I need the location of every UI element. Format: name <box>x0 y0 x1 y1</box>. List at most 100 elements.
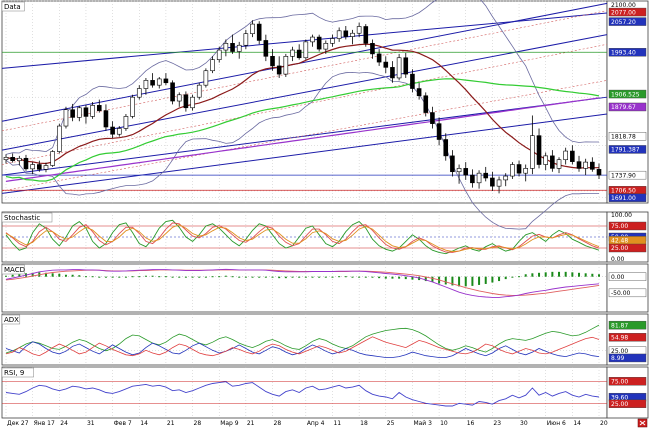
candlestick[interactable] <box>190 94 195 111</box>
candlestick[interactable] <box>43 162 49 173</box>
candlestick[interactable] <box>456 164 462 184</box>
candlestick[interactable] <box>496 176 502 194</box>
candlestick[interactable] <box>103 104 109 131</box>
pane-title-box[interactable] <box>1 314 21 325</box>
pane-title-box[interactable] <box>1 1 25 12</box>
candlestick[interactable] <box>136 85 142 100</box>
candlestick[interactable] <box>543 152 548 171</box>
trend-channel-dotted[interactable] <box>1 43 608 165</box>
candlestick[interactable] <box>436 117 442 146</box>
candlestick[interactable] <box>183 91 189 112</box>
candlestick[interactable] <box>203 68 209 88</box>
candlestick[interactable] <box>396 53 402 81</box>
candlestick[interactable] <box>276 56 282 78</box>
candlestick[interactable] <box>10 153 15 163</box>
candlestick[interactable] <box>343 26 349 40</box>
candlestick[interactable] <box>76 105 82 122</box>
trend-channel-line[interactable] <box>1 2 608 122</box>
candlestick[interactable] <box>296 44 302 60</box>
candlestick[interactable] <box>363 24 369 47</box>
candlestick[interactable] <box>450 150 455 177</box>
candlestick[interactable] <box>37 160 42 172</box>
trend-channel-line[interactable] <box>1 34 608 151</box>
candlestick[interactable] <box>123 114 129 131</box>
candlestick[interactable] <box>216 46 222 63</box>
pane-title-box[interactable] <box>1 367 34 378</box>
candlestick[interactable] <box>256 21 262 45</box>
candlestick[interactable] <box>563 147 568 165</box>
candlestick[interactable] <box>410 69 415 93</box>
candlestick[interactable] <box>83 104 89 124</box>
candlestick[interactable] <box>370 39 375 59</box>
candlestick[interactable] <box>90 102 95 119</box>
candlestick[interactable] <box>423 92 429 117</box>
pane-title-box[interactable] <box>1 264 25 275</box>
candlestick[interactable] <box>50 150 55 167</box>
candlestick[interactable] <box>17 155 22 166</box>
candlestick[interactable] <box>490 171 495 191</box>
pane-title-box[interactable] <box>1 212 53 223</box>
candlestick[interactable] <box>63 106 69 129</box>
candlestick[interactable] <box>376 49 382 66</box>
candlestick[interactable] <box>416 82 422 100</box>
candlestick[interactable] <box>443 133 449 161</box>
candlestick[interactable] <box>556 157 562 174</box>
candlestick[interactable] <box>96 99 102 113</box>
candlestick[interactable] <box>170 80 175 105</box>
candlestick[interactable] <box>176 92 182 107</box>
candlestick[interactable] <box>110 121 115 139</box>
candlestick[interactable] <box>476 170 482 189</box>
candlestick[interactable] <box>163 73 169 86</box>
candlestick[interactable] <box>316 34 322 52</box>
candlestick[interactable] <box>263 34 269 62</box>
candlestick[interactable] <box>3 154 9 164</box>
trend-channel-line[interactable] <box>1 12 608 69</box>
candlestick[interactable] <box>503 173 509 187</box>
candlestick[interactable] <box>516 160 522 177</box>
candlestick[interactable] <box>30 162 35 175</box>
candlestick[interactable] <box>330 34 335 47</box>
candlestick[interactable] <box>323 40 329 54</box>
candlestick[interactable] <box>310 34 315 47</box>
candlestick[interactable] <box>130 94 135 119</box>
candlestick[interactable] <box>483 166 489 182</box>
candlestick[interactable] <box>290 46 295 62</box>
candlestick[interactable] <box>57 123 62 154</box>
candlestick[interactable] <box>283 53 289 77</box>
candlestick[interactable] <box>223 39 229 57</box>
candlestick[interactable] <box>230 34 235 54</box>
candlestick[interactable] <box>596 163 602 179</box>
candlestick[interactable] <box>576 155 582 172</box>
candlestick[interactable] <box>536 128 542 169</box>
close-icon[interactable] <box>637 418 648 428</box>
candlestick[interactable] <box>463 162 469 180</box>
candlestick[interactable] <box>383 56 389 74</box>
candlestick[interactable] <box>116 126 122 137</box>
candlestick[interactable] <box>430 106 435 129</box>
candlestick[interactable] <box>210 56 215 74</box>
candlestick[interactable] <box>70 103 75 122</box>
trend-channel-line[interactable] <box>1 96 608 176</box>
candlestick[interactable] <box>250 20 255 38</box>
candlestick[interactable] <box>530 115 535 175</box>
candlestick[interactable] <box>236 41 242 59</box>
trend-channel-dotted[interactable] <box>1 80 608 192</box>
candlestick[interactable] <box>510 162 515 179</box>
candlestick[interactable] <box>590 157 595 172</box>
candlestick[interactable] <box>336 27 342 42</box>
candlestick[interactable] <box>523 164 529 182</box>
trend-channel-line[interactable] <box>1 113 608 194</box>
candlestick[interactable] <box>156 76 162 89</box>
candlestick[interactable] <box>583 158 588 176</box>
candlestick[interactable] <box>243 29 249 50</box>
candlestick[interactable] <box>196 82 202 100</box>
candlestick[interactable] <box>143 77 149 95</box>
candlestick[interactable] <box>23 154 29 171</box>
candlestick[interactable] <box>390 61 395 83</box>
trend-channel-dotted[interactable] <box>1 10 608 132</box>
candlestick[interactable] <box>470 169 475 188</box>
candlestick[interactable] <box>403 52 409 78</box>
candlestick[interactable] <box>356 22 362 38</box>
candlestick[interactable] <box>350 29 355 45</box>
